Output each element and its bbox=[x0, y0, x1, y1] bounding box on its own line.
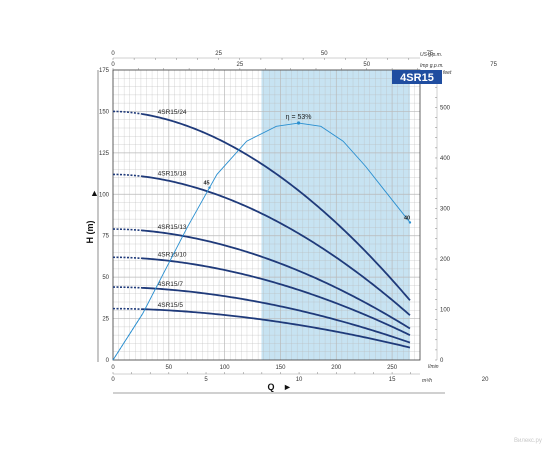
head-curve bbox=[141, 257, 411, 336]
model-badge-text: 4SR15 bbox=[400, 72, 434, 84]
m3h-tick-label: 10 bbox=[296, 377, 303, 383]
y-tick-label: 50 bbox=[102, 275, 109, 281]
imp-gpm-tick-label: 50 bbox=[363, 62, 370, 68]
curve-label: 4SR15/10 bbox=[158, 252, 187, 259]
curve-label: 4SR15/13 bbox=[158, 224, 187, 231]
head-curve-startup bbox=[112, 173, 143, 178]
imp-gpm-tick-label: 75 bbox=[490, 62, 497, 68]
x-axis-arrow: ► bbox=[283, 382, 292, 392]
feet-tick-label: 400 bbox=[440, 156, 451, 162]
recommended-range-rect bbox=[261, 70, 410, 360]
m3h-tick-label: 0 bbox=[111, 377, 115, 383]
x-tick-label: 250 bbox=[387, 365, 398, 371]
m3h-tick-label: 20 bbox=[482, 377, 489, 383]
watermark: Вилекс.ру bbox=[514, 438, 542, 444]
grid bbox=[112, 69, 421, 361]
head-curve-startup bbox=[113, 286, 143, 289]
head-curve bbox=[141, 286, 411, 344]
y-tick-label: 125 bbox=[99, 151, 110, 157]
curve-label: 4SR15/18 bbox=[158, 171, 187, 178]
efficiency-point-marker bbox=[408, 221, 412, 224]
y-tick-label: 75 bbox=[102, 234, 109, 240]
x-tick-label: 200 bbox=[331, 365, 342, 371]
efficiency-peak-marker bbox=[296, 121, 301, 125]
x-tick-label: 100 bbox=[220, 365, 231, 371]
imp-gpm-tick-label: 25 bbox=[237, 62, 244, 68]
model-badge bbox=[392, 70, 442, 84]
m3h-tick-label: 15 bbox=[389, 377, 396, 383]
feet-tick-label: 200 bbox=[440, 257, 451, 263]
head-curve-startup bbox=[112, 110, 143, 115]
efficiency-point-label: 40 bbox=[404, 215, 410, 221]
unit-l-min: l/min bbox=[428, 364, 439, 370]
feet-tick-label: 500 bbox=[440, 105, 451, 111]
efficiency-point-label: 45 bbox=[204, 181, 210, 187]
imp-gpm-tick-label: 0 bbox=[111, 62, 115, 68]
y-axis-title: H (m) bbox=[85, 221, 95, 244]
head-curve-startup bbox=[112, 228, 143, 232]
efficiency-line-dashed bbox=[112, 313, 144, 361]
us-gpm-tick-label: 75 bbox=[427, 51, 434, 57]
head-curve bbox=[141, 175, 411, 316]
curve-label: 4SR15/7 bbox=[158, 281, 184, 288]
y-tick-label: 150 bbox=[99, 109, 110, 115]
head-curves: 4SR15/24 4SR15/18 4SR15/13 4SR15/10 4SR15/7 4… bbox=[112, 109, 411, 349]
y-tick-label: 100 bbox=[99, 192, 110, 198]
y-axis-arrow: ▲ bbox=[90, 188, 99, 198]
x-tick-label: 0 bbox=[111, 365, 115, 371]
head-curve-startup bbox=[112, 256, 143, 260]
us-gpm-tick-label: 50 bbox=[321, 51, 328, 57]
unit-us-gpm: US g.p.m. bbox=[420, 52, 442, 58]
us-gpm-tick-label: 25 bbox=[215, 51, 222, 57]
unit-m3h: m³/h bbox=[422, 378, 432, 384]
plot-frame bbox=[112, 69, 421, 361]
y-tick-label: 25 bbox=[102, 317, 109, 323]
plot-border bbox=[112, 69, 421, 361]
us-gpm-tick-label: 0 bbox=[111, 51, 115, 57]
curve-label: 4SR15/24 bbox=[158, 109, 187, 116]
y-tick-label: 0 bbox=[106, 358, 110, 364]
efficiency-label: η = 53% bbox=[286, 114, 312, 121]
x-tick-label: 50 bbox=[165, 365, 172, 371]
x-tick-label: 150 bbox=[275, 365, 286, 371]
curve-label: 4SR15/5 bbox=[158, 302, 184, 309]
efficiency-curve: η = 53% 45 40 bbox=[112, 114, 412, 361]
recommended-range-band bbox=[261, 70, 410, 360]
efficiency-line bbox=[112, 122, 411, 361]
head-curve bbox=[141, 229, 411, 330]
head-curve bbox=[141, 113, 411, 301]
unit-feet: feet bbox=[443, 70, 452, 76]
feet-tick-label: 0 bbox=[440, 358, 444, 364]
head-curve-startup bbox=[113, 307, 143, 310]
unit-imp-gpm: Imp g.p.m. bbox=[420, 63, 444, 69]
head-curve bbox=[142, 308, 411, 349]
x-axis-title: Q bbox=[267, 382, 274, 392]
y-tick-label: 175 bbox=[99, 68, 110, 74]
feet-tick-label: 300 bbox=[440, 206, 451, 212]
m3h-tick-label: 5 bbox=[204, 377, 208, 383]
efficiency-point-marker bbox=[208, 186, 211, 189]
feet-tick-label: 100 bbox=[440, 307, 451, 313]
